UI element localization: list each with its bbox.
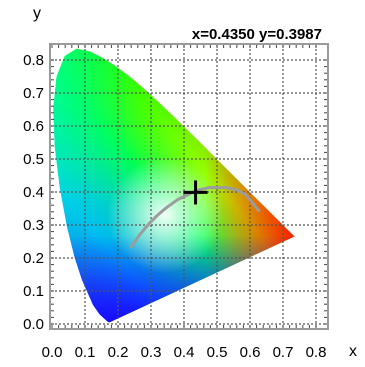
x-tick-label: 0.4 xyxy=(174,344,195,361)
x-tick-label: 0.0 xyxy=(42,344,63,361)
y-tick-label: 0.7 xyxy=(23,85,44,102)
ticks xyxy=(51,45,327,328)
x-tick-label: 0.5 xyxy=(207,344,228,361)
x-tick-labels: 0.0 0.1 0.2 0.3 0.4 0.5 0.6 0.7 0.8 xyxy=(42,344,327,361)
y-tick-label: 0.5 xyxy=(23,151,44,168)
x-tick-label: 0.1 xyxy=(75,344,96,361)
y-tick-label: 0.4 xyxy=(23,184,44,201)
coordinate-readout: x=0.4350 y=0.3987 xyxy=(192,26,322,43)
x-tick-label: 0.8 xyxy=(306,344,327,361)
y-axis-label: y xyxy=(33,5,41,22)
x-tick-label: 0.6 xyxy=(240,344,261,361)
y-tick-labels: 0.0 0.1 0.2 0.3 0.4 0.5 0.6 0.7 0.8 xyxy=(23,52,44,333)
y-tick-label: 0.0 xyxy=(23,316,44,333)
y-tick-label: 0.1 xyxy=(23,283,44,300)
x-tick-label: 0.3 xyxy=(141,344,162,361)
y-tick-label: 0.8 xyxy=(23,52,44,69)
y-tick-label: 0.3 xyxy=(23,217,44,234)
x-tick-label: 0.2 xyxy=(108,344,129,361)
x-tick-label: 0.7 xyxy=(273,344,294,361)
x-axis-label: x xyxy=(349,343,357,360)
crosshair-cursor-icon[interactable] xyxy=(183,180,208,205)
grid xyxy=(51,45,327,328)
y-tick-label: 0.6 xyxy=(23,118,44,135)
planckian-locus-curve xyxy=(129,185,261,249)
y-tick-label: 0.2 xyxy=(23,250,44,267)
